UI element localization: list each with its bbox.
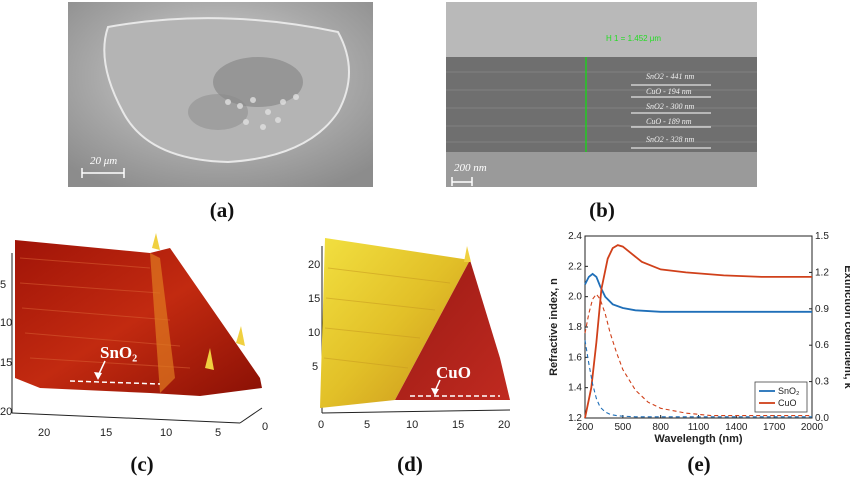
sem-image-a: 20 μm [68,2,373,187]
layer-label-4: CuO - 189 nm [646,117,692,126]
y-tick-label-6: 2.4 [568,231,582,242]
afm-d-xtick-5: 20 [498,419,510,431]
y2-tick-label-1: 0.3 [815,377,829,388]
legend-label-1: CuO [778,398,797,408]
caption-e: (e) [687,452,711,476]
afm-d-xtick-2: 5 [364,419,370,431]
series-line-n-0 [584,272,812,313]
afm-d-xtick-1: 0 [318,419,324,431]
layer-label-3: SnO2 - 300 nm [646,102,695,111]
series-line-n-1 [584,244,812,419]
cross-section-graphic [446,2,757,187]
afm-c-xtick-4: 5 [215,427,221,438]
x-tick-label-6: 2000 [801,422,824,433]
afm-d-xtick-4: 15 [452,419,464,431]
x-tick-label-4: 1400 [725,422,748,433]
afm-c-ytick-4: 20 [0,406,12,418]
y2-tick-label-0: 0.0 [815,413,829,424]
x-axis-label: Wavelength (nm) [654,433,743,445]
scale-label-b: 200 nm [454,162,487,174]
y-axis-label: Refractive index, n [548,278,560,376]
afm-c-xtick-2: 15 [100,427,112,438]
x-tick-label-1: 500 [614,422,631,433]
y-tick-label-5: 2.2 [568,261,582,272]
afm-c-xtick-3: 10 [160,427,172,438]
y-tick-label-0: 1.2 [568,413,582,424]
y2-tick-label-4: 1.2 [815,267,829,278]
y-tick-label-2: 1.6 [568,352,582,363]
layer-label-5: SnO2 - 328 nm [646,135,695,144]
afm-d-ytick-4: 5 [312,361,318,373]
optical-chart: 200 500 800 1100 1400 1700 2000 1.2 1.4 1.6 1.8 2.0… [545,222,850,450]
legend-box [754,381,808,413]
y-tick-label-4: 2.0 [568,292,582,303]
y2-tick-label-2: 0.6 [815,340,829,351]
x-tick-label-3: 1100 [688,422,710,433]
afm-surface-cuo: 20 15 10 5 0 5 10 15 20 CuO [308,238,510,431]
afm-d-ytick-2: 15 [308,293,320,305]
afm-c-xtick-5: 0 [262,421,268,433]
x-tick-label-5: 1700 [763,422,786,433]
y-tick-label-3: 1.8 [568,322,582,333]
sem-particle-graphic [68,2,373,187]
caption-c: (c) [130,452,154,476]
series-line-k-2 [584,340,812,418]
afm-c-ytick-2: 10 [0,317,12,329]
layer-label-2: CuO - 194 nm [646,87,692,96]
afm-plot-d: 20 15 10 5 0 5 10 15 20 CuO [300,228,525,438]
layer-label-1: SnO2 - 441 nm [646,72,695,81]
afm-plot-c: 5 10 15 20 20 15 10 5 0 SnO₂ [0,228,275,439]
y2-tick-label-5: 1.5 [815,231,829,242]
caption-b: (b) [589,198,615,222]
thickness-label: H 1 = 1.452 μm [606,34,662,43]
y2-tick-label-3: 0.9 [815,304,829,315]
sem-image-b: H 1 = 1.452 μm SnO2 - 441 nm CuO - 194 n… [446,2,757,187]
afm-surface-sno2: 5 10 15 20 20 15 10 5 0 SnO₂ [0,233,268,439]
caption-a: (a) [209,198,235,222]
x-tick-label-2: 800 [652,422,669,433]
afm-c-xtick-1: 20 [38,427,50,438]
chart-svg: 200 500 800 1100 1400 1700 2000 1.2 1.4 1.6 1.8 2.0… [548,231,850,445]
y-tick-label-1: 1.4 [568,383,582,394]
afm-d-ytick-1: 20 [308,259,320,271]
y2-axis-label: Extinction coefficient, k [842,265,850,389]
x-tick-label-0: 200 [577,422,594,433]
afm-c-ytick-3: 15 [0,357,12,369]
series-line-k-3 [584,293,812,417]
caption-d: (d) [397,452,423,476]
afm-d-material: CuO [436,363,471,382]
scale-label-a: 20 μm [90,155,118,167]
afm-d-ytick-3: 10 [308,327,320,339]
afm-d-xtick-3: 10 [406,419,418,431]
afm-c-ytick-1: 5 [0,279,6,291]
legend-label-0: SnO₂ [778,386,800,396]
afm-c-material: SnO₂ [100,343,137,362]
